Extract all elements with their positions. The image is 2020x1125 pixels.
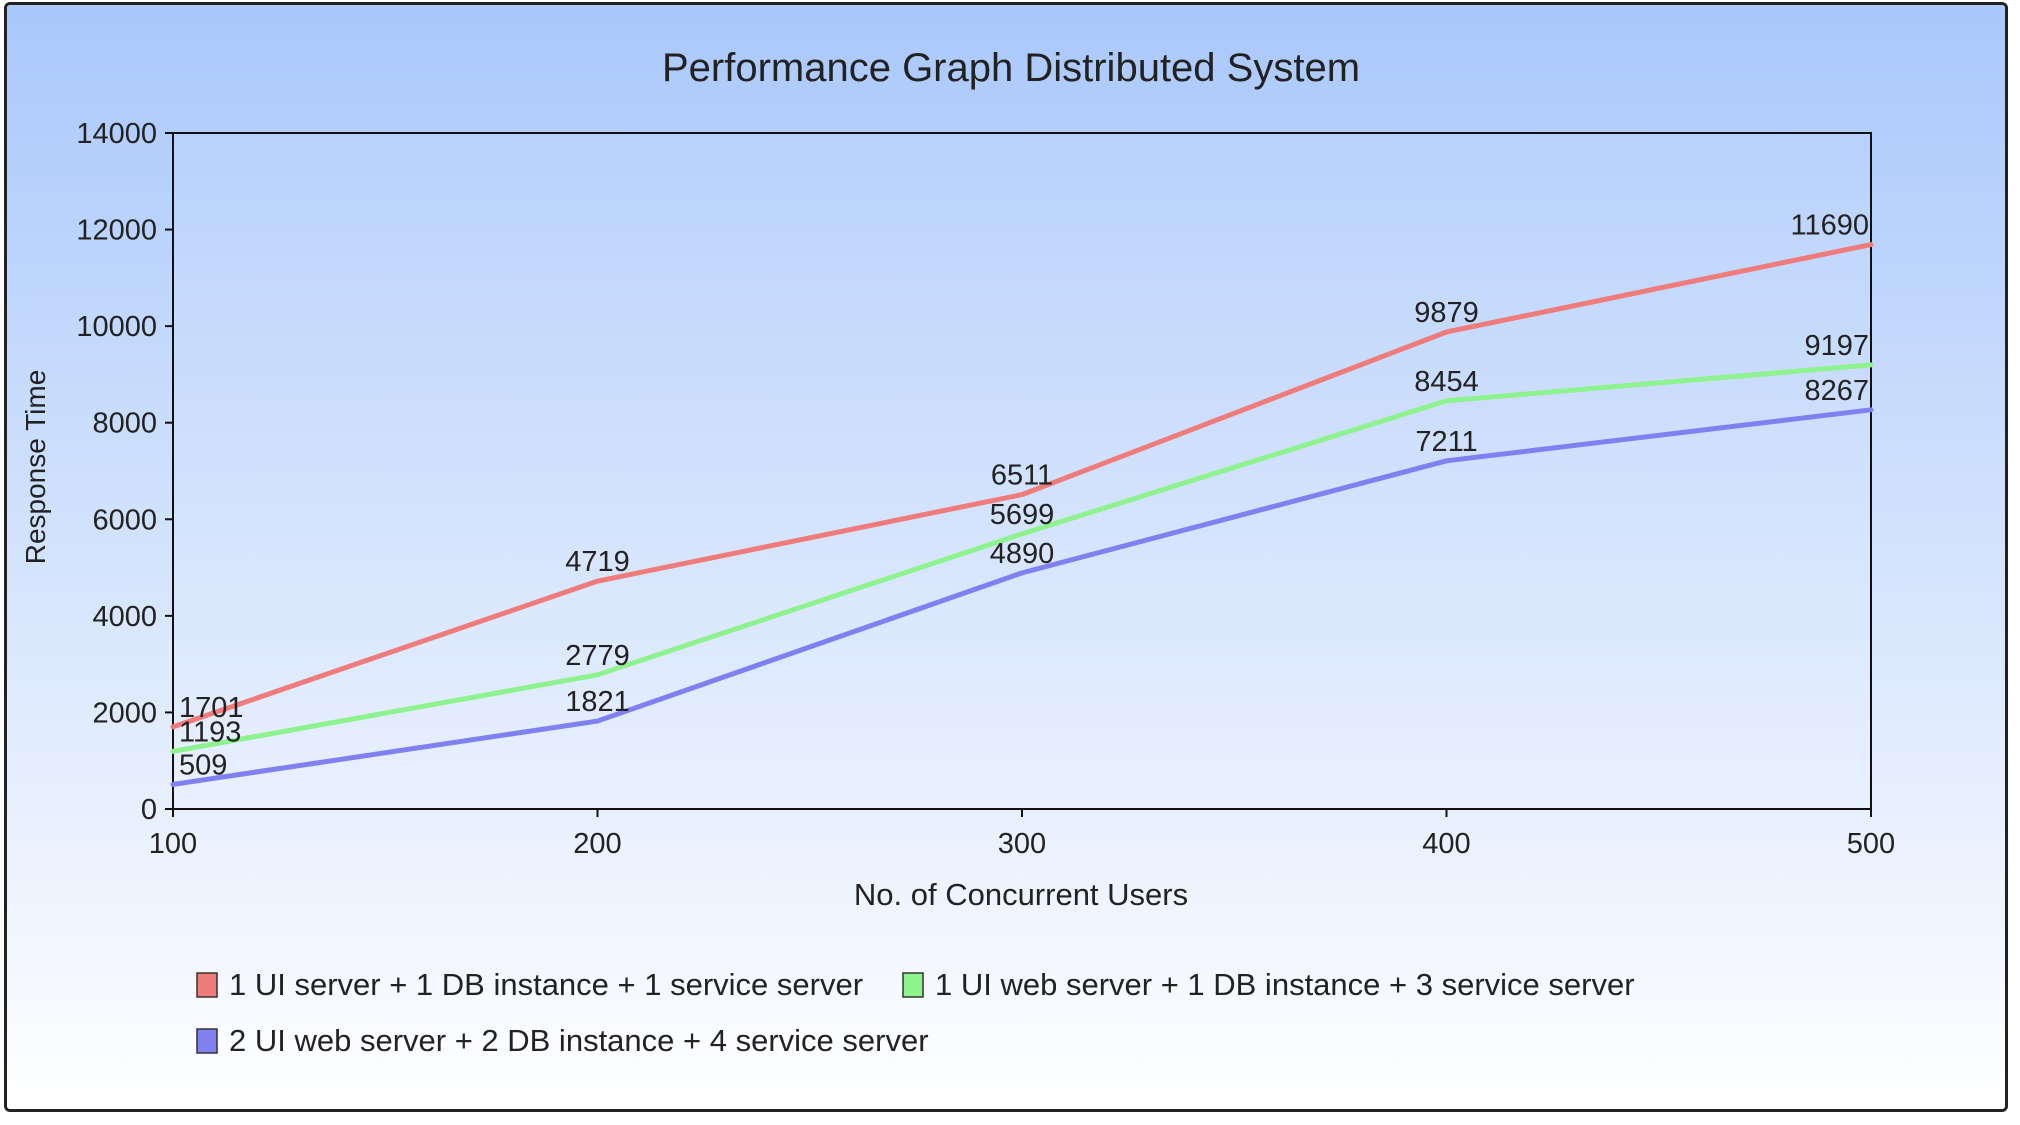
data-label: 9197 [1804, 330, 1869, 362]
x-tick-label: 400 [1422, 828, 1470, 860]
data-label: 7211 [1415, 426, 1477, 458]
x-tick-label: 200 [573, 828, 621, 860]
y-axis-label: Response Time [20, 370, 51, 565]
legend-swatch [196, 972, 218, 998]
legend-label: 1 UI server + 1 DB instance + 1 service … [229, 967, 863, 1002]
legend-swatch [196, 1028, 218, 1054]
y-tick-label: 4000 [92, 601, 157, 633]
data-label: 509 [179, 749, 227, 781]
legend: 1 UI server + 1 DB instance + 1 service … [196, 967, 1635, 1058]
series-line-2 [170, 362, 1874, 754]
series-line-1 [170, 242, 1874, 730]
data-label: 1701 [179, 692, 244, 724]
y-tick-label: 14000 [76, 118, 157, 150]
data-label: 8267 [1804, 375, 1869, 407]
data-label: 8454 [1414, 366, 1479, 398]
x-tick-label: 500 [1847, 828, 1895, 860]
y-tick-label: 6000 [92, 504, 157, 536]
chart-frame: Performance Graph Distributed System 0 20… [4, 2, 2008, 1112]
data-label: 2779 [565, 640, 630, 672]
y-tick-label: 2000 [92, 697, 157, 729]
y-tick-label: 12000 [76, 215, 157, 247]
data-label: 11690 [1791, 210, 1870, 242]
legend-label: 2 UI web server + 2 DB instance + 4 serv… [229, 1023, 929, 1058]
data-label: 6511 [991, 460, 1053, 492]
line-chart: Performance Graph Distributed System 0 20… [7, 5, 2005, 1109]
data-label: 4719 [565, 546, 630, 578]
data-label: 1821 [565, 686, 630, 718]
data-label: 5699 [990, 499, 1055, 531]
x-tick-label: 100 [149, 828, 197, 860]
chart-background [7, 5, 2005, 1109]
x-tick-label: 300 [998, 828, 1046, 860]
data-label: 9879 [1414, 297, 1479, 329]
series-line-3 [170, 407, 1874, 787]
data-label: 1193 [179, 716, 241, 748]
chart-title: Performance Graph Distributed System [662, 46, 1360, 90]
y-tick-label: 8000 [92, 408, 157, 440]
data-label: 4890 [990, 538, 1055, 570]
y-tick-label: 0 [141, 794, 157, 826]
legend-swatch [902, 972, 924, 998]
x-axis-label: No. of Concurrent Users [854, 877, 1188, 912]
plot-area [172, 132, 1872, 810]
legend-label: 1 UI web server + 1 DB instance + 3 serv… [935, 967, 1635, 1002]
y-tick-label: 10000 [76, 311, 157, 343]
